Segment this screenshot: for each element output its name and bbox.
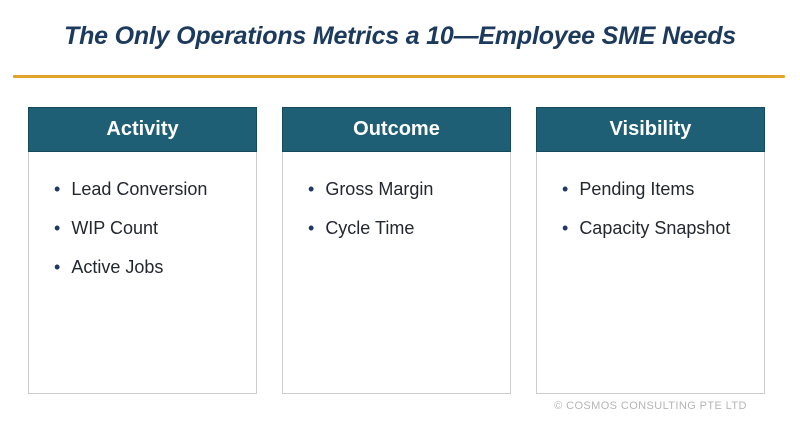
bullet-icon: • [54, 257, 61, 277]
card-visibility: Visibility • Pending Items • Capacity Sn… [536, 107, 765, 394]
card-activity: Activity • Lead Conversion • WIP Count •… [28, 107, 257, 394]
list-item-label: Pending Items [579, 179, 695, 199]
list-item: • Gross Margin [308, 178, 500, 200]
bullet-icon: • [54, 218, 61, 238]
card-visibility-body: • Pending Items • Capacity Snapshot [536, 152, 765, 394]
list-item-label: Capacity Snapshot [579, 218, 731, 238]
bullet-icon: • [308, 218, 315, 238]
list-item: • Capacity Snapshot [562, 217, 754, 239]
card-outcome-body: • Gross Margin • Cycle Time [282, 152, 511, 394]
list-item: • Pending Items [562, 178, 754, 200]
list-item-label: Gross Margin [325, 179, 434, 199]
activity-item-list: • Lead Conversion • WIP Count • Active J… [54, 178, 246, 278]
list-item: • WIP Count [54, 217, 246, 239]
copyright-footer: © COSMOS CONSULTING PTE LTD [554, 400, 747, 412]
outcome-item-list: • Gross Margin • Cycle Time [308, 178, 500, 239]
visibility-item-list: • Pending Items • Capacity Snapshot [562, 178, 754, 239]
card-outcome: Outcome • Gross Margin • Cycle Time [282, 107, 511, 394]
columns-row: Activity • Lead Conversion • WIP Count •… [28, 107, 765, 394]
list-item: • Active Jobs [54, 256, 246, 278]
list-item-label: Lead Conversion [71, 179, 208, 199]
card-activity-header: Activity [28, 107, 257, 152]
list-item-label: Cycle Time [325, 218, 415, 238]
list-item-label: Active Jobs [71, 257, 164, 277]
bullet-icon: • [308, 179, 315, 199]
list-item: • Lead Conversion [54, 178, 246, 200]
bullet-icon: • [54, 179, 61, 199]
page-title: The Only Operations Metrics a 10—Employe… [64, 22, 736, 50]
bullet-icon: • [562, 179, 569, 199]
list-item: • Cycle Time [308, 217, 500, 239]
bullet-icon: • [562, 218, 569, 238]
list-item-label: WIP Count [71, 218, 159, 238]
title-divider [13, 75, 785, 78]
card-visibility-header: Visibility [536, 107, 765, 152]
card-activity-body: • Lead Conversion • WIP Count • Active J… [28, 152, 257, 394]
card-outcome-header: Outcome [282, 107, 511, 152]
